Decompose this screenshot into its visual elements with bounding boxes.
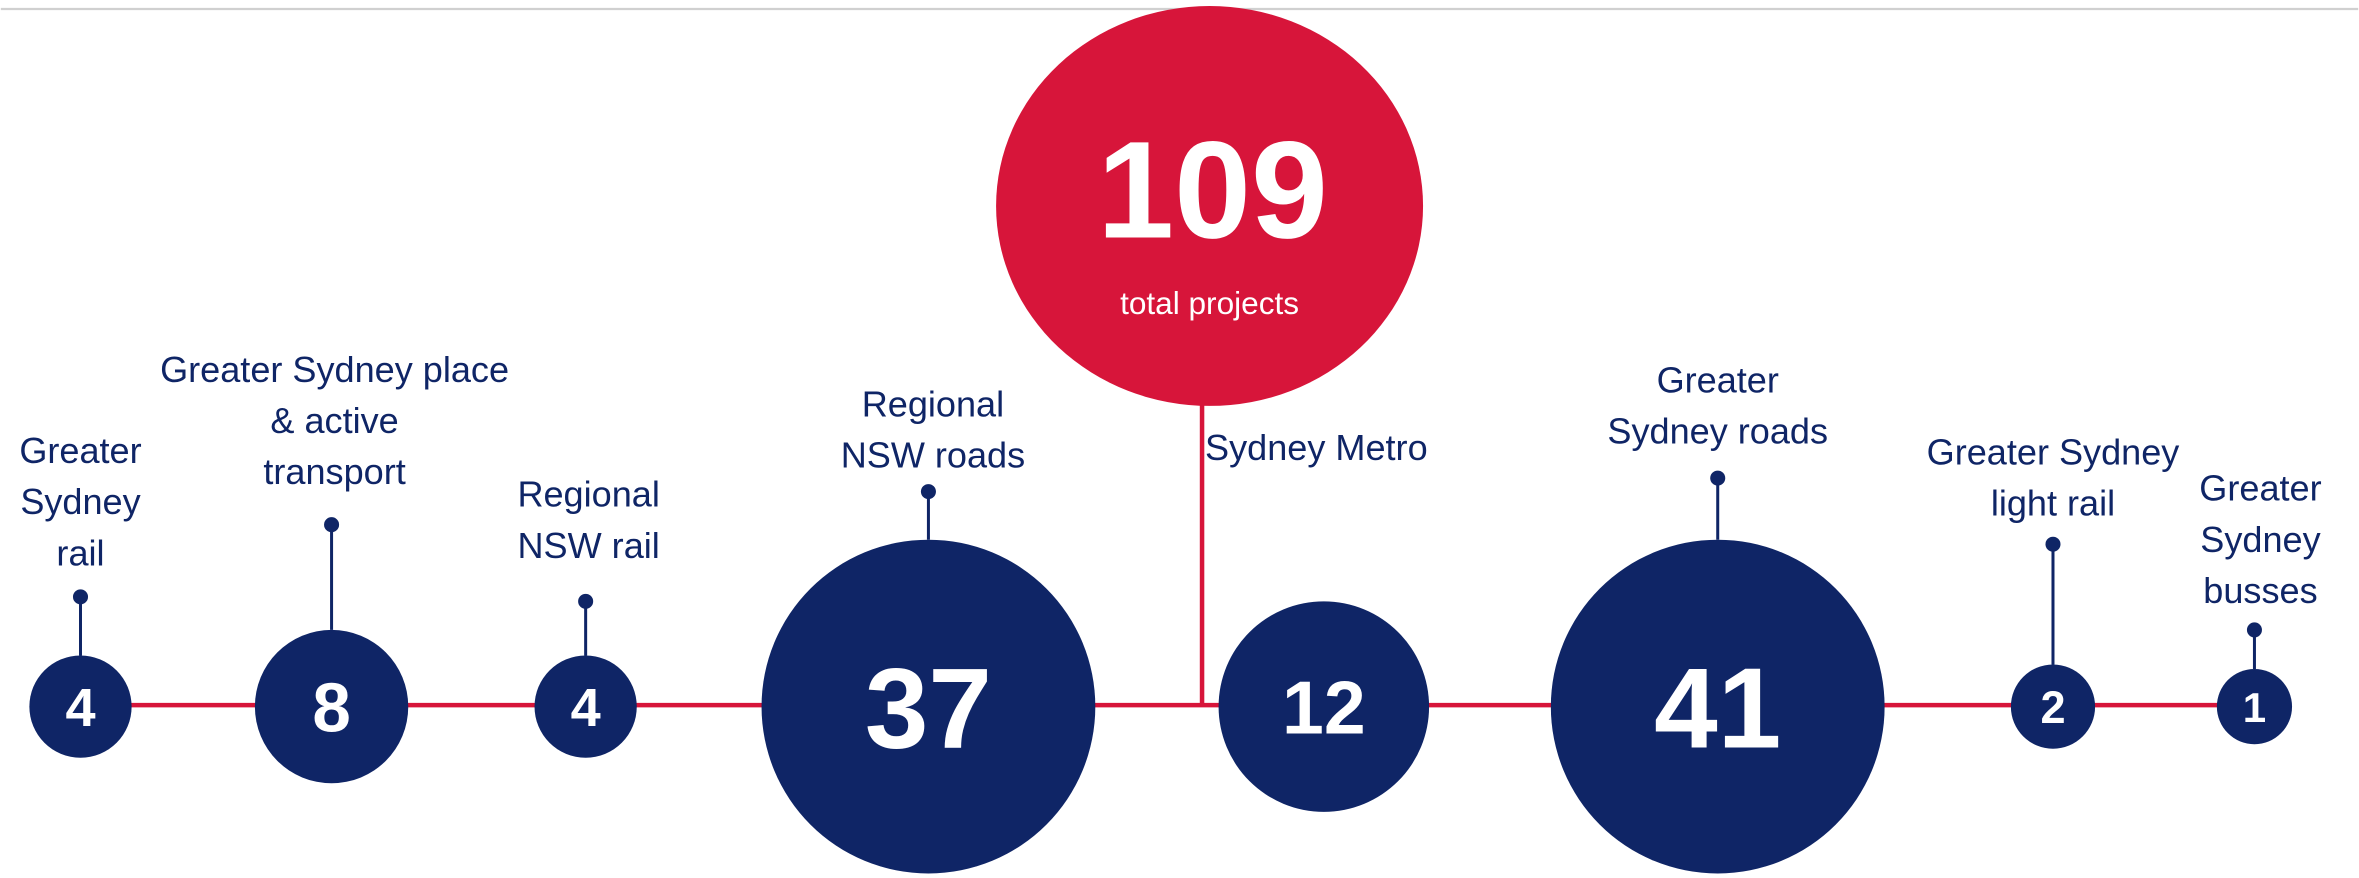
node-label: Sydney <box>20 481 140 522</box>
node-label: Sydney <box>2200 519 2320 560</box>
node-circle <box>29 655 132 758</box>
node-label: busses <box>2203 570 2317 611</box>
node-circle <box>1550 539 1885 874</box>
node-label: rail <box>56 532 104 573</box>
node-circle <box>254 629 409 784</box>
node-label: Greater <box>19 430 141 471</box>
node-value: 41 <box>1654 646 1781 773</box>
node-value: 4 <box>65 678 95 738</box>
node-label: & active <box>270 400 398 441</box>
pin-dot <box>2246 622 2262 638</box>
total-value: 109 <box>1097 114 1328 268</box>
node-value: 2 <box>2040 682 2065 733</box>
node-label: Greater <box>1657 359 1779 400</box>
node-label: Sydney Metro <box>1205 427 1428 468</box>
total-circle <box>996 6 1424 406</box>
node-value: 12 <box>1282 666 1366 750</box>
node-value: 1 <box>2243 684 2266 731</box>
node-label: transport <box>263 451 405 492</box>
pin-dot <box>2045 536 2061 552</box>
node-value: 4 <box>571 678 601 738</box>
node-circle <box>2010 664 2096 749</box>
node-label: Greater Sydney <box>1927 432 2180 473</box>
pin-dot <box>578 593 594 609</box>
node-label: Regional <box>517 474 659 515</box>
node-circle <box>761 539 1096 874</box>
pin-dot <box>920 484 936 500</box>
node-circle <box>534 655 637 758</box>
node-label: NSW roads <box>841 435 1025 476</box>
node-value: 37 <box>865 646 992 773</box>
node-value: 8 <box>312 669 350 747</box>
node-circle <box>1218 601 1430 812</box>
node-label: Greater <box>2199 468 2321 509</box>
pin-dot <box>72 589 89 605</box>
total-caption: total projects <box>1120 285 1299 321</box>
node-label: Greater Sydney place <box>160 349 509 390</box>
node-label: NSW rail <box>517 525 659 566</box>
node-label: light rail <box>1991 483 2115 524</box>
pin-dot <box>324 517 340 533</box>
node-circle <box>2216 669 2293 745</box>
pin-dot <box>1710 470 1726 486</box>
node-label: Regional <box>862 383 1004 424</box>
node-label: Sydney roads <box>1607 411 1828 452</box>
